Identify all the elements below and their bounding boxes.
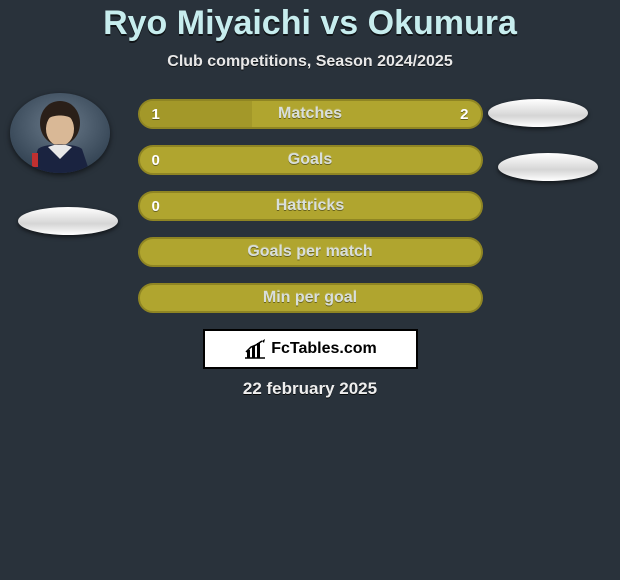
content-area: 1 Matches 2 0 Goals 0 Hattricks Goals pe… (0, 99, 620, 399)
branding-box: FcTables.com (203, 329, 418, 369)
bar-goals-per-match: Goals per match (138, 237, 483, 267)
avatar-placeholder-icon (10, 93, 110, 173)
comparison-bars: 1 Matches 2 0 Goals 0 Hattricks Goals pe… (138, 99, 483, 313)
bar-goals: 0 Goals (138, 145, 483, 175)
branding-chart-icon (243, 338, 267, 360)
page-subtitle: Club competitions, Season 2024/2025 (0, 53, 620, 71)
bar-label: Min per goal (140, 285, 481, 311)
country-oval-left (18, 207, 118, 235)
branding-text: FcTables.com (271, 340, 377, 358)
date-text: 22 february 2025 (0, 379, 620, 399)
bar-label: Matches (140, 101, 481, 127)
page-root: Ryo Miyaichi vs Okumura Club competition… (0, 0, 620, 580)
page-title: Ryo Miyaichi vs Okumura (0, 4, 620, 43)
bar-label: Goals (140, 147, 481, 173)
bar-matches: 1 Matches 2 (138, 99, 483, 129)
bar-label: Hattricks (140, 193, 481, 219)
player-right-avatar-oval (488, 99, 588, 127)
bar-label: Goals per match (140, 239, 481, 265)
bar-min-per-goal: Min per goal (138, 283, 483, 313)
country-oval-right (498, 153, 598, 181)
bar-value-right: 2 (460, 101, 468, 127)
bar-hattricks: 0 Hattricks (138, 191, 483, 221)
player-left-avatar (10, 93, 110, 173)
